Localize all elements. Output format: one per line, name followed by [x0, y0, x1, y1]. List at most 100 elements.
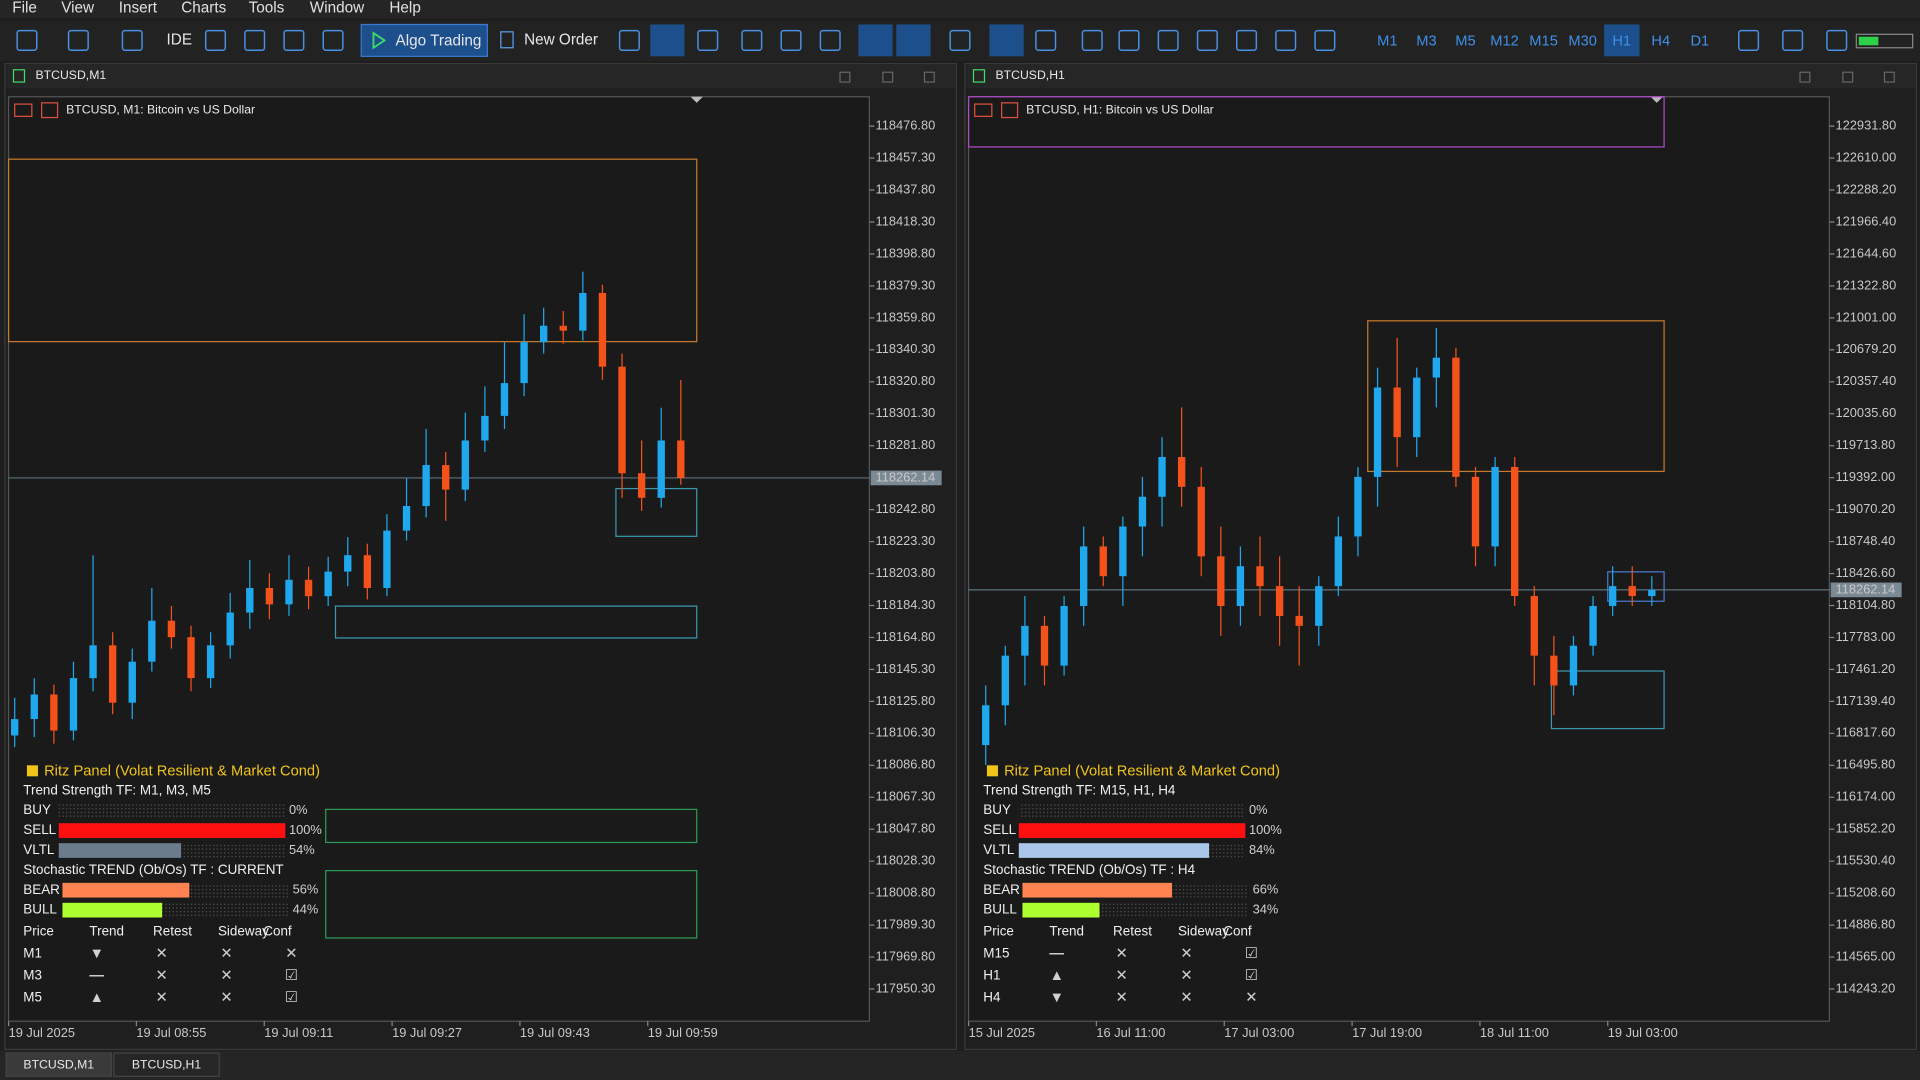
timeframe-button[interactable]: D1	[1690, 34, 1709, 50]
y-tick-label: 121644.60	[1836, 245, 1897, 260]
bar-fill	[62, 882, 190, 898]
algo-trading-button[interactable]	[360, 23, 488, 57]
timeframe-button[interactable]: M1	[1377, 34, 1397, 50]
timeframe-button[interactable]: M3	[1416, 34, 1436, 50]
menu-item[interactable]: Tools	[249, 0, 285, 17]
table-row-label: M5	[23, 990, 42, 1005]
panel-title: Ritz Panel (Volat Resilient & Market Con…	[1004, 763, 1280, 779]
candle-body	[344, 555, 352, 572]
timeframe-button[interactable]: H4	[1651, 34, 1670, 50]
toolbar-icon[interactable]	[1157, 29, 1179, 51]
y-tick-label: 118223.30	[876, 533, 936, 548]
shift-button[interactable]	[896, 24, 931, 57]
toolbar-icon[interactable]	[67, 29, 89, 51]
candle-body	[1040, 625, 1049, 666]
candle-body	[1256, 566, 1264, 587]
candle-body	[1060, 605, 1068, 666]
window-close-button[interactable]	[1883, 71, 1895, 83]
candle-body	[1119, 526, 1127, 577]
autoscroll-button[interactable]	[858, 24, 893, 57]
timeframe-button[interactable]: H1	[1612, 34, 1631, 50]
new-order-icon[interactable]	[500, 31, 514, 49]
table-row-label: M15	[983, 945, 1009, 960]
x-tick-label: 16 Jul 11:00	[1096, 1025, 1165, 1040]
menu-item[interactable]: Window	[310, 0, 365, 17]
menu-item[interactable]: Charts	[181, 0, 226, 17]
table-header: Retest	[1113, 923, 1152, 938]
toolbar-icon[interactable]	[1118, 29, 1140, 51]
window-min-button[interactable]	[1799, 71, 1811, 83]
timeframe-button[interactable]: M5	[1455, 34, 1475, 50]
timeframe-button[interactable]: M30	[1568, 34, 1597, 50]
window-min-button[interactable]	[839, 71, 851, 83]
x-tick-label: 17 Jul 03:00	[1224, 1025, 1294, 1040]
status-icon: ✕	[220, 946, 232, 962]
y-tick-label: 118145.30	[876, 661, 936, 676]
y-tick-label: 118184.30	[876, 597, 936, 612]
menu-item[interactable]: Insert	[119, 0, 158, 17]
y-tick-label: 117783.00	[1836, 629, 1896, 644]
toolbar-icon[interactable]	[819, 29, 841, 51]
cursor-button[interactable]	[989, 24, 1024, 57]
timeframe-button[interactable]: M12	[1490, 34, 1519, 50]
window-max-button[interactable]	[882, 71, 894, 83]
tab-label[interactable]: BTCUSD,H1	[132, 1058, 202, 1072]
toolbar-icon[interactable]	[1275, 29, 1297, 51]
toolbar-icon[interactable]	[16, 29, 38, 51]
status-icon: ▼	[1049, 990, 1064, 1006]
tab[interactable]	[113, 1052, 220, 1077]
toolbar-icon[interactable]	[1196, 29, 1218, 51]
candles-button[interactable]	[650, 24, 685, 57]
candle-body	[108, 645, 117, 703]
bar-track	[58, 803, 286, 818]
y-tick-label: 118476.80	[876, 118, 936, 133]
menu-item[interactable]: View	[61, 0, 95, 17]
algo-trading-label[interactable]: Algo Trading	[396, 33, 482, 50]
toolbar-icon[interactable]	[1782, 29, 1804, 51]
candle-body	[1413, 377, 1421, 438]
toolbar-icon[interactable]	[1314, 29, 1336, 51]
candle-body	[1138, 496, 1147, 527]
y-tick-label: 116817.60	[1836, 725, 1896, 740]
toolbar-icon[interactable]	[121, 29, 143, 51]
toolbar-icon[interactable]	[1035, 29, 1057, 51]
bar-percent: 100%	[1249, 822, 1282, 837]
table-header: Price	[983, 923, 1014, 938]
toolbar-icon[interactable]	[697, 29, 719, 51]
window-close-button[interactable]	[923, 71, 935, 83]
toolbar-icon[interactable]	[741, 29, 763, 51]
toolbar-icon[interactable]	[780, 29, 802, 51]
table-header: Retest	[153, 923, 192, 938]
bar-name: BEAR	[983, 882, 1020, 897]
toolbar-icon[interactable]	[244, 29, 266, 51]
plot-area	[967, 96, 1830, 1022]
y-tick-label: 118379.30	[876, 277, 936, 292]
tab-label[interactable]: BTCUSD,M1	[23, 1058, 94, 1072]
menu-item[interactable]: Help	[389, 0, 420, 17]
candle-body	[50, 694, 58, 731]
play-icon	[372, 31, 387, 50]
timeframe-button[interactable]: M15	[1529, 34, 1558, 50]
toolbar-icon[interactable]	[1081, 29, 1103, 51]
toolbar-icon[interactable]	[283, 29, 305, 51]
ide-button[interactable]: IDE	[167, 31, 193, 48]
toolbar-icon[interactable]	[1826, 29, 1848, 51]
candle-body	[1628, 586, 1636, 597]
toolbar-icon[interactable]	[1236, 29, 1258, 51]
candle-body	[402, 506, 411, 531]
new-order-label[interactable]: New Order	[524, 31, 598, 48]
toolbar-icon[interactable]	[322, 29, 344, 51]
toolbar-icon[interactable]	[949, 29, 971, 51]
y-tick-label: 118086.80	[876, 757, 936, 772]
bar-fill	[58, 843, 182, 858]
window-max-button[interactable]	[1842, 71, 1854, 83]
toolbar-icon[interactable]	[204, 29, 227, 51]
candle-body	[30, 694, 38, 720]
menu-item[interactable]: File	[12, 0, 37, 17]
candle-body	[1315, 586, 1323, 626]
toolbar-icon[interactable]	[618, 29, 640, 51]
toolbar-icon[interactable]	[1738, 29, 1760, 51]
window-title: BTCUSD,H1	[996, 68, 1066, 82]
y-tick-label: 121001.00	[1836, 309, 1897, 324]
tab[interactable]	[5, 1052, 113, 1077]
